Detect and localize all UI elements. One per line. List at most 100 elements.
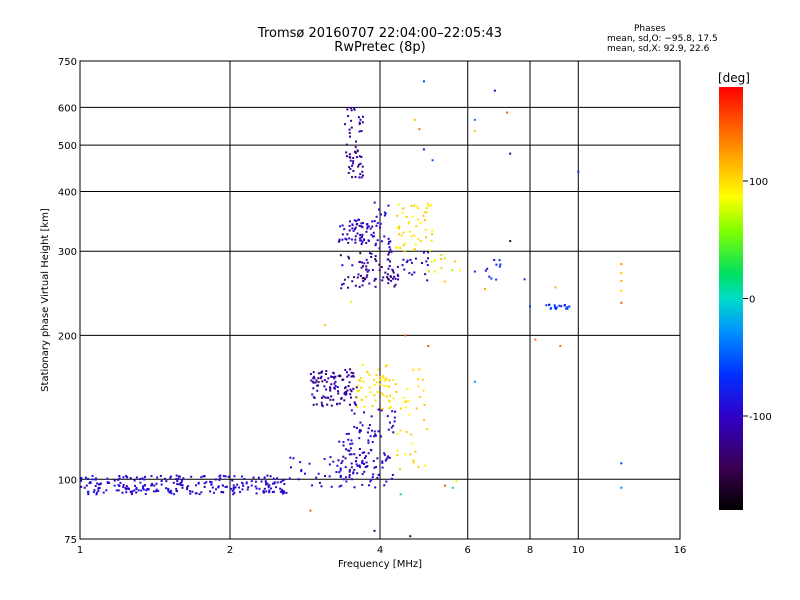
- data-point: [368, 386, 371, 389]
- data-point: [355, 456, 358, 459]
- data-point: [312, 371, 315, 374]
- data-point: [386, 384, 389, 387]
- data-point: [387, 277, 390, 280]
- data-point: [361, 459, 364, 462]
- data-point: [340, 462, 343, 465]
- data-point: [220, 491, 223, 494]
- data-point: [358, 448, 361, 451]
- data-point: [166, 488, 169, 491]
- data-point: [401, 264, 404, 267]
- data-point: [222, 474, 225, 477]
- data-point: [80, 479, 83, 482]
- data-point: [321, 370, 324, 373]
- data-point: [348, 166, 351, 169]
- data-point: [232, 488, 235, 491]
- data-point: [351, 227, 354, 230]
- data-point: [355, 156, 358, 159]
- data-point: [219, 474, 222, 477]
- data-point: [224, 485, 227, 488]
- data-point: [368, 282, 371, 285]
- data-point: [402, 258, 405, 261]
- data-point: [142, 488, 145, 491]
- data-point: [227, 475, 230, 478]
- data-point: [332, 398, 335, 401]
- data-point: [173, 493, 176, 496]
- data-point: [130, 491, 133, 494]
- data-point: [423, 404, 426, 407]
- data-point: [349, 443, 352, 446]
- data-point: [165, 480, 168, 483]
- data-point: [413, 271, 416, 274]
- data-point: [129, 490, 132, 493]
- data-point: [399, 468, 402, 471]
- y-tick-label: 400: [58, 187, 77, 198]
- data-point: [425, 207, 428, 210]
- data-point: [392, 431, 395, 434]
- data-point: [155, 488, 158, 491]
- data-point: [347, 115, 350, 118]
- data-point: [354, 402, 357, 405]
- data-point: [209, 480, 212, 483]
- data-point: [381, 460, 384, 463]
- data-point: [222, 491, 225, 494]
- data-point: [351, 280, 354, 283]
- data-point: [405, 430, 408, 433]
- data-point: [373, 529, 376, 532]
- data-point: [440, 257, 443, 260]
- data-point: [386, 273, 389, 276]
- data-point: [358, 379, 361, 382]
- data-point: [262, 490, 265, 493]
- data-point: [191, 490, 194, 493]
- data-point: [143, 484, 146, 487]
- data-point: [379, 222, 382, 225]
- data-point: [337, 374, 340, 377]
- data-point: [417, 385, 420, 388]
- data-point: [416, 218, 419, 221]
- data-point: [151, 484, 154, 487]
- data-point: [353, 453, 356, 456]
- data-point: [371, 476, 374, 479]
- data-point: [458, 269, 461, 272]
- data-point: [425, 236, 428, 239]
- data-point: [323, 379, 326, 382]
- data-point: [367, 239, 370, 242]
- data-point: [354, 235, 357, 238]
- data-point: [97, 483, 100, 486]
- data-point: [255, 492, 258, 495]
- data-point: [348, 368, 351, 371]
- data-point: [361, 226, 364, 229]
- data-point: [356, 465, 359, 468]
- data-point: [373, 466, 376, 469]
- data-point: [348, 224, 351, 227]
- data-point: [353, 486, 356, 489]
- data-point: [340, 397, 343, 400]
- data-point: [175, 487, 178, 490]
- data-point: [336, 464, 339, 467]
- data-point: [373, 430, 376, 433]
- data-point: [317, 372, 320, 375]
- data-point: [337, 392, 340, 395]
- data-point: [356, 472, 359, 475]
- data-point: [427, 205, 430, 208]
- data-point: [275, 486, 278, 489]
- data-point: [124, 487, 127, 490]
- data-point: [394, 283, 397, 286]
- data-point: [141, 486, 144, 489]
- data-point: [87, 493, 90, 496]
- data-point: [360, 222, 363, 225]
- data-point: [106, 481, 109, 484]
- y-tick-label: 200: [58, 331, 77, 342]
- data-point: [317, 472, 320, 475]
- data-point: [402, 207, 405, 210]
- data-point: [351, 264, 354, 267]
- data-point: [554, 286, 557, 289]
- x-axis-label: Frequency [MHz]: [338, 559, 422, 570]
- data-point: [392, 271, 395, 274]
- data-point: [369, 435, 372, 438]
- data-point: [353, 412, 356, 415]
- data-point: [410, 261, 413, 264]
- data-point: [376, 222, 379, 225]
- data-point: [411, 442, 414, 445]
- data-point: [361, 165, 364, 168]
- data-point: [419, 240, 422, 243]
